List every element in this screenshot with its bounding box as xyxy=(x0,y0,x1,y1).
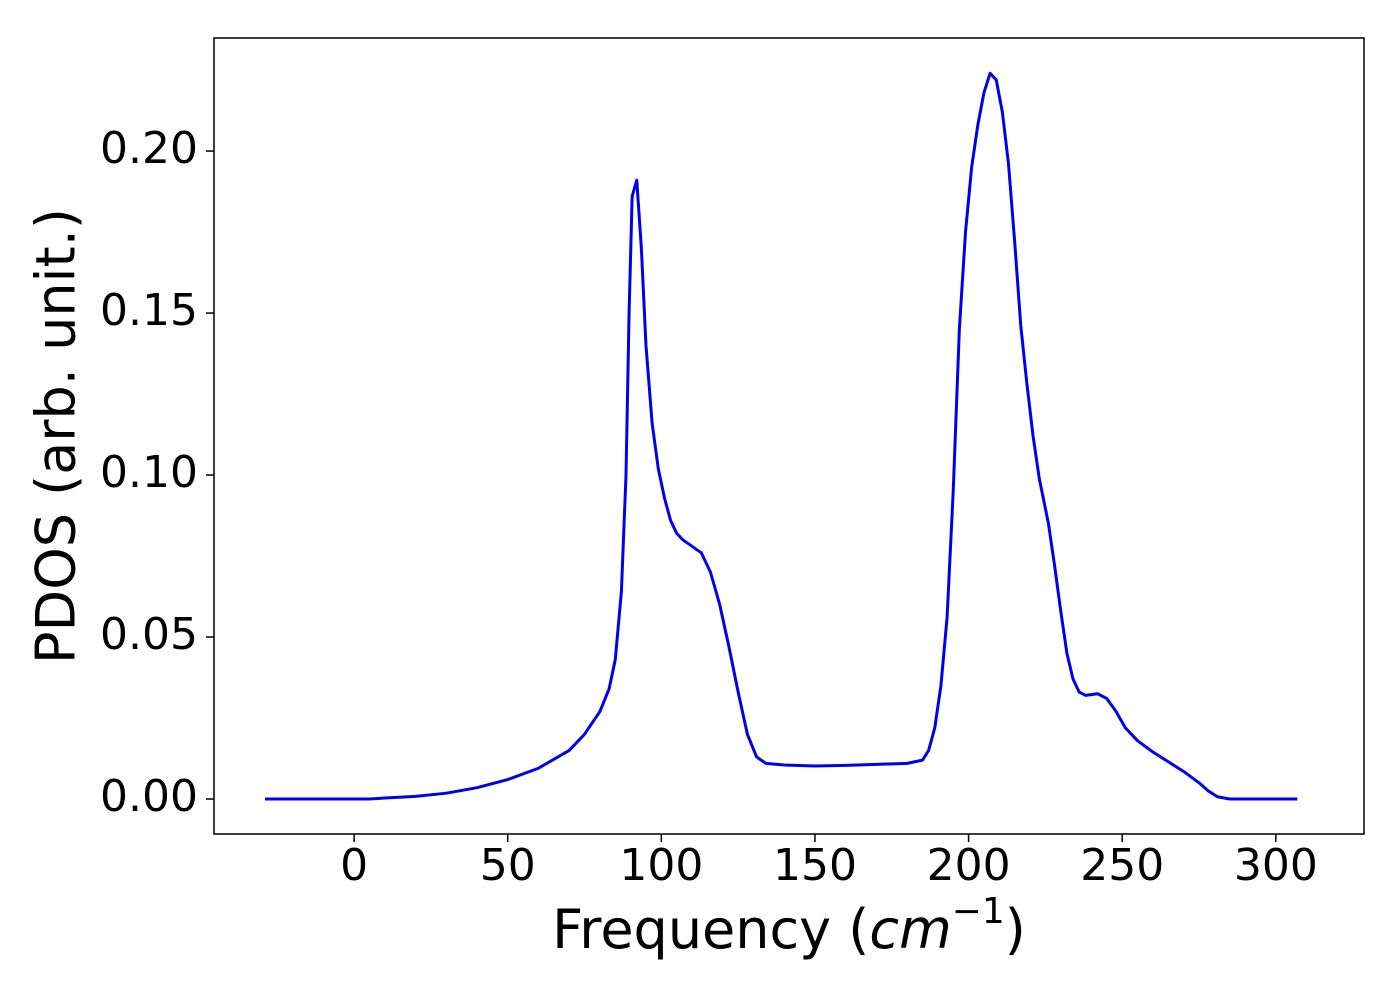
x-tick-label: 50 xyxy=(480,840,536,891)
y-tick-label: 0.20 xyxy=(100,123,198,174)
y-tick-label: 0.00 xyxy=(100,771,198,822)
x-tick-label: 250 xyxy=(1080,840,1164,891)
y-tick-label: 0.10 xyxy=(100,447,198,498)
x-label-unit: cm xyxy=(869,898,951,961)
x-label-exponent: −1 xyxy=(952,891,1005,932)
y-tick-label: 0.15 xyxy=(100,285,198,336)
x-axis-label: Frequency (cm−1) xyxy=(552,891,1026,961)
x-label-end: ) xyxy=(1005,898,1026,961)
data-line xyxy=(265,71,1298,801)
x-label-text: Frequency ( xyxy=(552,898,869,961)
y-tick-label: 0.05 xyxy=(100,609,198,660)
x-tick-label: 300 xyxy=(1234,840,1318,891)
x-tick-label: 150 xyxy=(773,840,857,891)
x-tick-label: 0 xyxy=(340,840,368,891)
x-tick-label: 100 xyxy=(619,840,703,891)
plot-frame xyxy=(213,37,1365,835)
y-axis-label: PDOS (arb. unit.) xyxy=(25,208,88,664)
x-tick-label: 200 xyxy=(927,840,1011,891)
